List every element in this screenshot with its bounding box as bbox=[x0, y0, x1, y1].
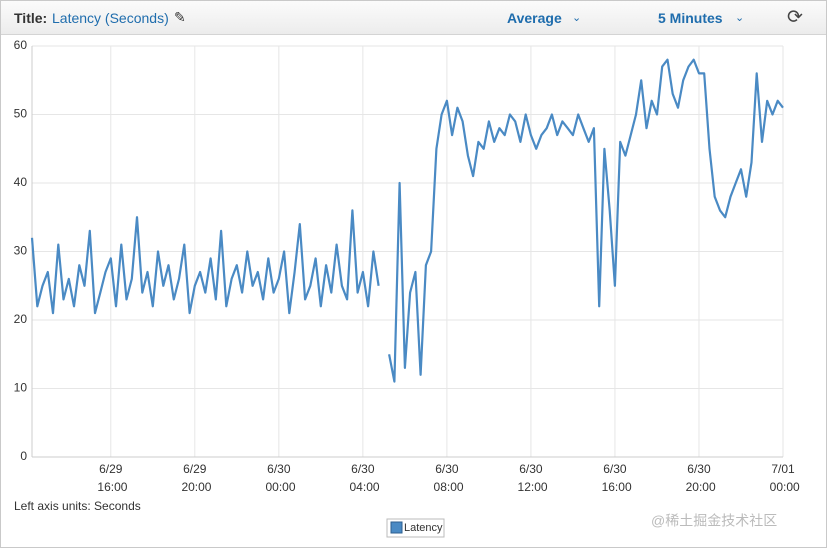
x-tick-part: 6/30 bbox=[603, 462, 627, 476]
x-tick-label: 7/01 00:00 bbox=[766, 462, 800, 494]
period[interactable]: 5 Minutes bbox=[658, 10, 723, 26]
x-tick-part: 16:00 bbox=[598, 480, 632, 494]
x-tick-label: 6/30 20:00 bbox=[682, 462, 716, 494]
x-tick-part: 20:00 bbox=[178, 480, 212, 494]
watermark: @稀土掘金技术社区 bbox=[651, 513, 777, 529]
y-tick-label: 30 bbox=[14, 244, 28, 258]
x-tick-label: 6/30 08:00 bbox=[430, 462, 464, 494]
x-tick-part: 04:00 bbox=[346, 480, 380, 494]
x-tick-part: 7/01 bbox=[771, 462, 795, 476]
period-caret[interactable]: ⌄ bbox=[735, 12, 745, 24]
x-tick-label: 6/30 00:00 bbox=[262, 462, 296, 494]
axis-units: Left axis units: Seconds bbox=[14, 499, 141, 513]
statistic[interactable]: Average bbox=[507, 10, 562, 26]
x-tick-part: 12:00 bbox=[514, 480, 548, 494]
y-tick-label: 10 bbox=[14, 381, 28, 395]
x-tick-label: 6/29 16:00 bbox=[94, 462, 128, 494]
y-tick-label: 40 bbox=[14, 175, 28, 189]
x-tick-label: 6/30 04:00 bbox=[346, 462, 380, 494]
x-tick-label: 6/30 16:00 bbox=[598, 462, 632, 494]
header: Title: Latency (Seconds) ✎ Average ⌄ 5 M… bbox=[1, 1, 826, 35]
data-line bbox=[30, 58, 784, 383]
title[interactable]: Latency (Seconds) bbox=[52, 10, 169, 26]
x-tick-part: 08:00 bbox=[430, 480, 464, 494]
y-tick-label: 60 bbox=[14, 38, 28, 52]
x-tick-part: 6/30 bbox=[519, 462, 543, 476]
x-tick-part: 6/30 bbox=[687, 462, 711, 476]
x-tick-part: 00:00 bbox=[766, 480, 800, 494]
y-tick-label: 50 bbox=[14, 107, 28, 121]
x-tick-part: 16:00 bbox=[94, 480, 128, 494]
statistic-caret[interactable]: ⌄ bbox=[572, 12, 582, 24]
y-tick-label: 0 bbox=[20, 449, 27, 463]
x-tick-part: 00:00 bbox=[262, 480, 296, 494]
y-tick-label: 20 bbox=[14, 312, 28, 326]
refresh-icon[interactable]: ⟳ bbox=[787, 7, 803, 28]
legend-label: Latency bbox=[404, 522, 443, 534]
x-tick-part: 6/29 bbox=[183, 462, 207, 476]
x-tick-label: 6/30 12:00 bbox=[514, 462, 548, 494]
x-tick-part: 6/30 bbox=[435, 462, 459, 476]
x-tick-part: 6/30 bbox=[351, 462, 375, 476]
x-tick-part: 20:00 bbox=[682, 480, 716, 494]
x-tick-label: 6/29 20:00 bbox=[178, 462, 212, 494]
edit-icon[interactable]: ✎ bbox=[174, 9, 186, 25]
x-tick-part: 6/30 bbox=[267, 462, 291, 476]
x-tick-part: 6/29 bbox=[99, 462, 123, 476]
legend-swatch bbox=[390, 521, 403, 534]
title-label: Title: bbox=[14, 10, 48, 26]
